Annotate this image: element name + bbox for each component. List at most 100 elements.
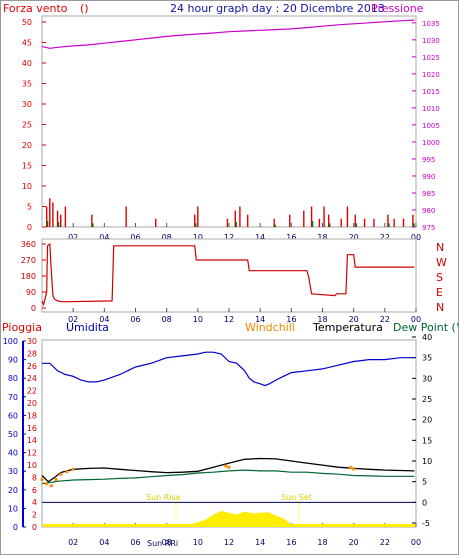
rain-tick-label: 24 <box>27 374 37 383</box>
x-tick-label: 02 <box>68 233 78 242</box>
y2-tick-label: 985 <box>422 190 435 198</box>
humidity-tick-label: 0 <box>13 523 18 532</box>
y-tick-label: 0 <box>27 223 32 232</box>
panel-frame <box>41 339 417 528</box>
humidity-tick-label: 30 <box>8 467 18 476</box>
y-tick-label: 45 <box>22 39 32 48</box>
temp-tick-label: 5 <box>422 478 427 487</box>
y-tick-label: 5 <box>27 203 32 212</box>
temp-tick-label: 20 <box>422 416 432 425</box>
x-tick-label: 08 <box>162 315 172 324</box>
panel-frame <box>41 238 417 313</box>
wind-unit: () <box>80 2 89 15</box>
y-tick-label: 25 <box>22 121 32 130</box>
rain-tick-label: 8 <box>32 473 37 482</box>
legend-windchill: Windchill <box>245 321 295 334</box>
windchill-point <box>71 467 75 471</box>
temp-tick-label: 35 <box>422 354 432 363</box>
x-tick-label: 10 <box>193 315 203 324</box>
humidity-tick-label: 100 <box>3 337 18 346</box>
rain-baseline <box>43 524 415 527</box>
x-tick-label: 16 <box>286 315 296 324</box>
rain-tick-label: 4 <box>32 498 37 507</box>
y2-tick-label: 1015 <box>422 88 440 96</box>
windchill-point <box>54 478 58 482</box>
legend-dewpoint: Dew Point (°C <box>393 321 459 334</box>
rain-tick-label: 10 <box>27 461 37 470</box>
sunrise-label: Sun Rise <box>146 493 181 502</box>
y2-tick-label: 1030 <box>422 37 440 45</box>
x-tick-label: 14 <box>255 538 265 547</box>
windchill-point <box>352 467 356 471</box>
x-tick-label: 00 <box>411 538 421 547</box>
x-tick-label: 20 <box>349 233 359 242</box>
x-tick-label: 16 <box>286 233 296 242</box>
windchill-point <box>45 482 49 486</box>
temp-tick-label: 30 <box>422 374 432 383</box>
legend-rain: Pioggia <box>2 321 42 334</box>
x-tick-label: 04 <box>99 233 109 242</box>
rain-tick-label: 0 <box>32 523 37 532</box>
chart-title: 24 hour graph day : 20 Dicembre 2013 <box>170 2 385 15</box>
x-tick-label: 20 <box>349 315 359 324</box>
x-tick-label: 10 <box>193 538 203 547</box>
wind-pressure-axes: 0510152025303540455097598098599099510001… <box>22 18 440 242</box>
y-tick-label: 360 <box>21 240 36 249</box>
y-tick-label: 0 <box>31 304 36 313</box>
windchill-point <box>40 478 44 482</box>
x-tick-label: 02 <box>68 315 78 324</box>
x-tick-label: 06 <box>130 233 140 242</box>
sun-area <box>176 510 300 527</box>
temp-tick-label: 25 <box>422 395 432 404</box>
x-tick-label: 14 <box>255 233 265 242</box>
y-tick-label: 20 <box>22 141 32 150</box>
windchill-point <box>227 465 231 469</box>
rain-tick-label: 16 <box>27 424 37 433</box>
x-tick-label: 00 <box>411 315 421 324</box>
compass-label: E <box>436 286 443 299</box>
x-tick-label: 20 <box>349 538 359 547</box>
x-tick-label: 12 <box>224 315 234 324</box>
y-tick-label: 10 <box>22 182 32 191</box>
compass-label: S <box>436 271 443 284</box>
x-tick-label: 04 <box>99 538 109 547</box>
temperature-line <box>41 457 415 483</box>
x-tick-label: 18 <box>317 233 327 242</box>
y2-tick-label: 975 <box>422 224 435 232</box>
temperature-humidity-axes: 0246810121416182022242628300102030405060… <box>3 333 432 547</box>
rain-tick-label: 6 <box>32 486 37 495</box>
y2-tick-label: 1000 <box>422 139 440 147</box>
x-tick-label: 14 <box>255 315 265 324</box>
dewpoint-line <box>41 469 415 485</box>
x-tick-label: 18 <box>317 538 327 547</box>
humidity-tick-label: 40 <box>8 449 18 458</box>
y-tick-label: 35 <box>22 80 32 89</box>
y2-tick-label: 980 <box>422 207 435 215</box>
wind-direction-marks <box>41 242 415 307</box>
x-tick-label: 16 <box>286 538 296 547</box>
y2-tick-label: 1010 <box>422 105 440 113</box>
y-tick-label: 30 <box>22 100 32 109</box>
humidity-tick-label: 70 <box>8 393 18 402</box>
x-tick-label: 12 <box>224 233 234 242</box>
y2-tick-label: 1020 <box>422 71 440 79</box>
x-tick-label: 22 <box>380 538 390 547</box>
humidity-tick-label: 20 <box>8 486 18 495</box>
windchill-point <box>49 484 53 488</box>
x-tick-label: 04 <box>99 315 109 324</box>
legend-humidity: Umidita <box>66 321 109 334</box>
rain-tick-label: 2 <box>32 511 37 520</box>
humidity-tick-label: 10 <box>8 504 18 513</box>
x-tick-label: 18 <box>317 315 327 324</box>
compass-label: W <box>436 256 447 269</box>
rain-tick-label: 26 <box>27 362 37 371</box>
x-tick-label: 12 <box>224 538 234 547</box>
temp-tick-label: 0 <box>422 498 427 507</box>
x-tick-label: 06 <box>130 538 140 547</box>
windchill-point <box>59 472 63 476</box>
windchill-point <box>65 470 69 474</box>
humidity-tick-label: 60 <box>8 411 18 420</box>
x-tick-label: 22 <box>380 315 390 324</box>
y-tick-label: 15 <box>22 162 32 171</box>
